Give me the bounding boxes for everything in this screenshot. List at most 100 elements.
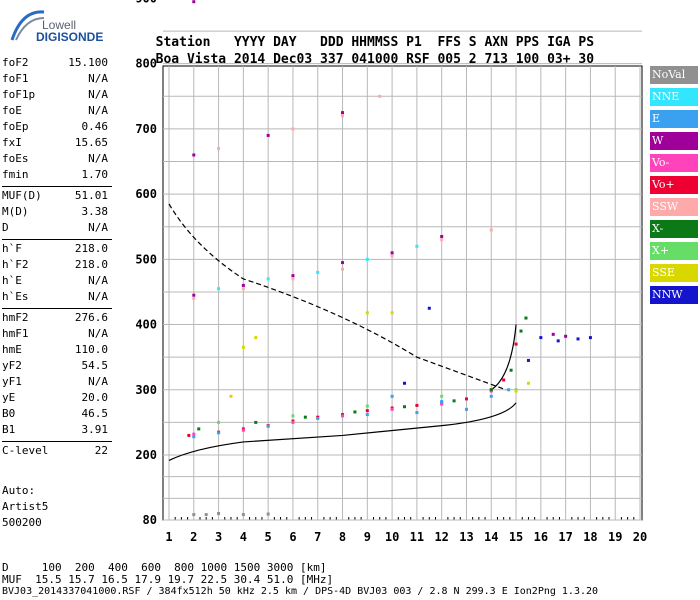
header-label-axn: AXN xyxy=(484,35,508,50)
x-tick-label: 20 xyxy=(633,530,647,544)
echo-point-x xyxy=(197,427,201,431)
echo-point-e xyxy=(415,411,419,415)
footer-info-line: BVJ03_2014337041000.RSF / 384fx512h 50 k… xyxy=(2,586,599,597)
echo-point-vo xyxy=(390,407,394,411)
param-row: yF2 54.5 xyxy=(2,359,108,375)
echo-point-ssw xyxy=(217,146,221,150)
param-separator xyxy=(2,239,112,240)
echo-point-w xyxy=(551,332,555,336)
param-row: h`Es N/A xyxy=(2,290,108,306)
param-name: yF2 xyxy=(2,359,22,372)
echo-point-e xyxy=(266,424,270,428)
param-value: 15.65 xyxy=(74,136,108,149)
echo-point-w xyxy=(266,133,270,137)
echo-point-w xyxy=(440,235,444,239)
param-value: N/A xyxy=(88,290,108,303)
echo-point-vo xyxy=(415,403,419,407)
param-name: C-level xyxy=(2,444,49,457)
echo-point-e xyxy=(316,416,320,420)
header-value-s: 2 xyxy=(468,52,477,67)
y-tick-label: 400 xyxy=(135,318,157,332)
param-value: 276.6 xyxy=(74,311,108,324)
echo-point-vo xyxy=(502,378,506,382)
param-value: 218.0 xyxy=(74,258,108,271)
x-tick-label: 5 xyxy=(265,530,272,544)
header-label-time: HHMMSS xyxy=(351,35,399,50)
x-tick-label: 17 xyxy=(558,530,572,544)
param-name: fmin xyxy=(2,168,29,181)
y-tick-label: 200 xyxy=(135,448,157,462)
digisonde-logo: Lowell DIGISONDE xyxy=(8,6,103,46)
echo-point-nne xyxy=(316,270,320,274)
echo-point-vo xyxy=(291,420,295,424)
param-value: 51.01 xyxy=(74,189,108,202)
echo-point-ssw xyxy=(291,277,295,281)
echo-point-w xyxy=(390,251,394,255)
param-name: yE xyxy=(2,391,16,404)
x-tick-label: 1 xyxy=(165,530,172,544)
y-tick-label: 600 xyxy=(135,187,157,201)
echo-point-x xyxy=(452,399,456,403)
echo-point-ssw xyxy=(390,254,394,258)
header-label-ddd: DDD xyxy=(320,35,344,50)
x-tick-label: 19 xyxy=(608,530,622,544)
grid-lines xyxy=(163,30,642,521)
param-value: N/A xyxy=(88,72,108,85)
echo-point-e xyxy=(192,435,196,439)
echo-point-e xyxy=(464,407,468,411)
param-value: 3.38 xyxy=(81,205,109,218)
footer-distance-line: D 100 200 400 600 800 1000 1500 3000 [km… xyxy=(2,561,327,574)
autoscaling-label: Auto: xyxy=(2,484,36,497)
x-tick-label: 16 xyxy=(534,530,548,544)
echo-point-x xyxy=(509,368,513,372)
echo-point-vo xyxy=(192,432,196,436)
echo-point-sse xyxy=(365,311,369,315)
echo-point-noval xyxy=(204,513,208,517)
param-row: hmF2 276.6 xyxy=(2,311,108,327)
param-value: N/A xyxy=(88,88,108,101)
legend-item: X- xyxy=(650,220,698,238)
echo-point-sse xyxy=(390,311,394,315)
autoscaling-artist: Artist5 xyxy=(2,500,49,513)
param-row: M(D) 3.38 xyxy=(2,205,108,221)
echo-point-noval xyxy=(192,513,196,517)
echo-point-nne xyxy=(365,257,369,261)
header-label-s: S xyxy=(468,35,477,50)
o-trace-cusp xyxy=(490,324,517,391)
param-row: hmE 110.0 xyxy=(2,343,108,359)
x-tick-label: 18 xyxy=(583,530,597,544)
legend-item: E xyxy=(650,110,698,128)
echo-point-x xyxy=(291,414,295,418)
x-tick-label: 2 xyxy=(190,530,197,544)
param-row: fxI 15.65 xyxy=(2,136,108,152)
echo-point-x xyxy=(489,388,493,392)
echo-point-e xyxy=(440,400,444,404)
x-tick-label: 11 xyxy=(410,530,424,544)
echo-point-nnw xyxy=(427,306,431,310)
y-tick-labels: 80 200 300 400 500 600 700 800 900 xyxy=(135,0,157,527)
param-row: B0 46.5 xyxy=(2,407,108,423)
true-height-profile xyxy=(168,402,517,461)
profile-curves xyxy=(168,203,517,461)
param-value: 1.70 xyxy=(81,168,109,181)
param-value: 54.5 xyxy=(81,359,109,372)
x-tick-labels: 1 2 3 4 5 6 7 8 9 10 11 12 13 14 15 16 17 18 19 20 xyxy=(165,530,647,544)
param-value: N/A xyxy=(88,327,108,340)
param-name: B1 xyxy=(2,423,16,436)
legend-item: NNW xyxy=(650,286,698,304)
param-value: N/A xyxy=(88,104,108,117)
header-label-year: YYYY xyxy=(233,35,266,50)
header-label-ps: PS xyxy=(578,35,595,50)
echo-point-e xyxy=(365,413,369,417)
param-name: foF1 xyxy=(2,72,29,85)
param-name: foEp xyxy=(2,120,29,133)
echo-point-vo xyxy=(341,414,345,418)
param-row: h`F 218.0 xyxy=(2,242,108,258)
header-label-iga: IGA xyxy=(547,35,571,50)
param-row: h`F2 218.0 xyxy=(2,258,108,274)
y-tick-label: 900 xyxy=(135,0,157,5)
echo-point-sse xyxy=(514,389,518,393)
param-row: fmin 1.70 xyxy=(2,168,108,184)
param-value: 110.0 xyxy=(74,343,108,356)
echo-point-x xyxy=(524,316,528,320)
